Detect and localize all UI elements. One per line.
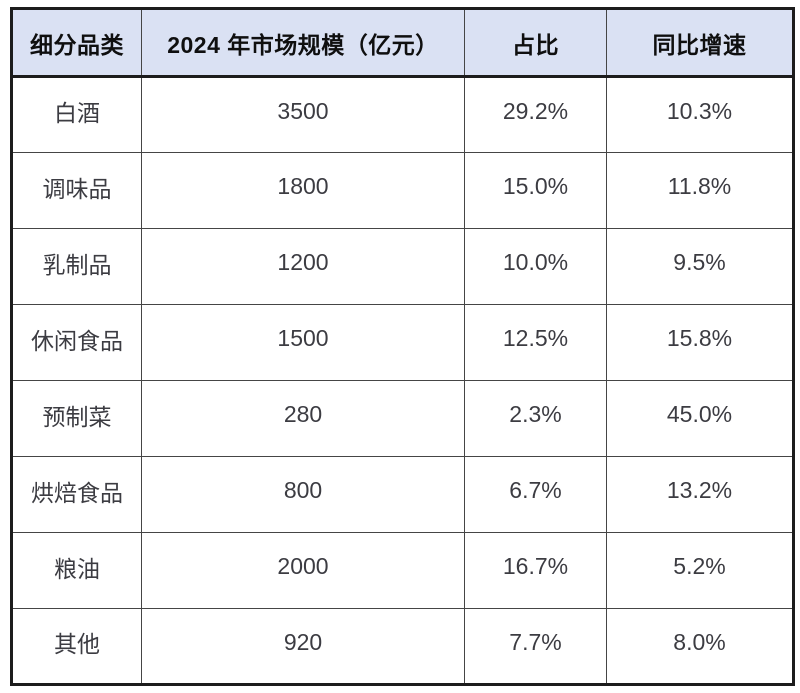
table-row: 烘焙食品 800 6.7% 13.2% xyxy=(11,456,794,533)
cell-market-size: 800 xyxy=(141,456,465,533)
cell-market-size: 280 xyxy=(141,380,465,457)
cell-yoy-growth: 11.8% xyxy=(606,152,794,229)
cell-share: 2.3% xyxy=(464,380,607,457)
cell-share: 16.7% xyxy=(464,532,607,609)
cell-share: 7.7% xyxy=(464,608,607,685)
cell-share: 10.0% xyxy=(464,228,607,305)
cell-yoy-growth: 5.2% xyxy=(606,532,794,609)
column-header-yoy-growth: 同比增速 xyxy=(606,8,794,78)
cell-category: 其他 xyxy=(11,608,142,685)
table-row: 白酒 3500 29.2% 10.3% xyxy=(11,76,794,153)
cell-share: 12.5% xyxy=(464,304,607,381)
market-segment-table: 细分品类 2024 年市场规模（亿元） 占比 同比增速 白酒 3500 29.2… xyxy=(10,7,795,686)
cell-category: 白酒 xyxy=(11,76,142,153)
cell-yoy-growth: 13.2% xyxy=(606,456,794,533)
cell-category: 休闲食品 xyxy=(11,304,142,381)
cell-yoy-growth: 9.5% xyxy=(606,228,794,305)
table-row: 休闲食品 1500 12.5% 15.8% xyxy=(11,304,794,381)
cell-category: 预制菜 xyxy=(11,380,142,457)
cell-share: 6.7% xyxy=(464,456,607,533)
cell-market-size: 1500 xyxy=(141,304,465,381)
cell-market-size: 2000 xyxy=(141,532,465,609)
cell-market-size: 920 xyxy=(141,608,465,685)
cell-category: 调味品 xyxy=(11,152,142,229)
cell-market-size: 1200 xyxy=(141,228,465,305)
cell-category: 乳制品 xyxy=(11,228,142,305)
cell-yoy-growth: 8.0% xyxy=(606,608,794,685)
cell-market-size: 1800 xyxy=(141,152,465,229)
table-row: 乳制品 1200 10.0% 9.5% xyxy=(11,228,794,305)
cell-yoy-growth: 10.3% xyxy=(606,76,794,153)
table-row: 其他 920 7.7% 8.0% xyxy=(11,608,794,685)
cell-share: 15.0% xyxy=(464,152,607,229)
column-header-category: 细分品类 xyxy=(11,8,142,78)
table-row: 粮油 2000 16.7% 5.2% xyxy=(11,532,794,609)
table-row: 调味品 1800 15.0% 11.8% xyxy=(11,152,794,229)
header-row: 细分品类 2024 年市场规模（亿元） 占比 同比增速 xyxy=(11,8,794,78)
table-row: 预制菜 280 2.3% 45.0% xyxy=(11,380,794,457)
column-header-share: 占比 xyxy=(464,8,607,78)
cell-market-size: 3500 xyxy=(141,76,465,153)
cell-category: 粮油 xyxy=(11,532,142,609)
cell-category: 烘焙食品 xyxy=(11,456,142,533)
column-header-market-size: 2024 年市场规模（亿元） xyxy=(141,8,465,78)
cell-yoy-growth: 15.8% xyxy=(606,304,794,381)
cell-yoy-growth: 45.0% xyxy=(606,380,794,457)
cell-share: 29.2% xyxy=(464,76,607,153)
